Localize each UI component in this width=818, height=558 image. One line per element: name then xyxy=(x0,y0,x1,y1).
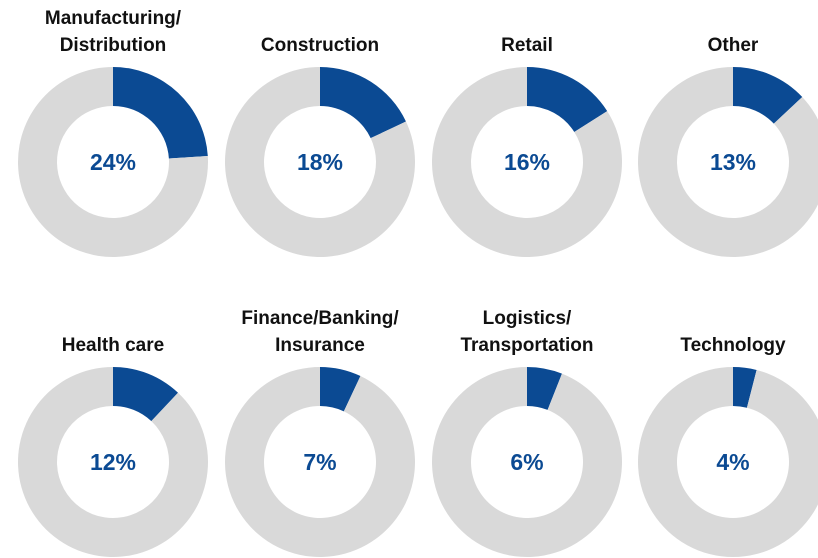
value-label: 16% xyxy=(504,149,550,175)
donut-slice xyxy=(638,367,818,557)
donut-slice xyxy=(113,67,208,159)
chart-title: Health care xyxy=(61,335,165,356)
donut-slice xyxy=(638,67,818,257)
chart-title: Other xyxy=(707,35,759,56)
value-label: 24% xyxy=(90,149,136,175)
donut-slice xyxy=(733,367,757,408)
value-label: 4% xyxy=(716,449,749,475)
donut-slice xyxy=(17,367,209,558)
value-label: 12% xyxy=(90,449,136,475)
donut-slice xyxy=(432,67,622,257)
value-label: 6% xyxy=(510,449,543,475)
chart-title: Construction xyxy=(260,35,380,56)
chart-title: Logistics/ Transportation xyxy=(460,308,594,356)
chart-title: Manufacturing/ Distribution xyxy=(44,8,182,56)
donut-slice xyxy=(733,67,803,124)
chart-title: Retail xyxy=(501,35,553,56)
value-label: 7% xyxy=(303,449,336,475)
donut-slice xyxy=(527,367,562,410)
chart-title: Finance/Banking/ Insurance xyxy=(241,308,399,356)
donut-slice xyxy=(17,67,209,258)
donut-slice xyxy=(432,367,623,557)
donut-slice xyxy=(113,367,179,422)
value-label: 13% xyxy=(710,149,756,175)
donut-slice xyxy=(320,67,406,139)
donut-slice xyxy=(225,67,415,257)
value-label: 18% xyxy=(297,149,343,175)
donut-slice xyxy=(224,367,415,558)
donut-slice xyxy=(527,67,608,132)
chart-title: Technology xyxy=(680,335,786,356)
donut-slice xyxy=(320,367,361,412)
